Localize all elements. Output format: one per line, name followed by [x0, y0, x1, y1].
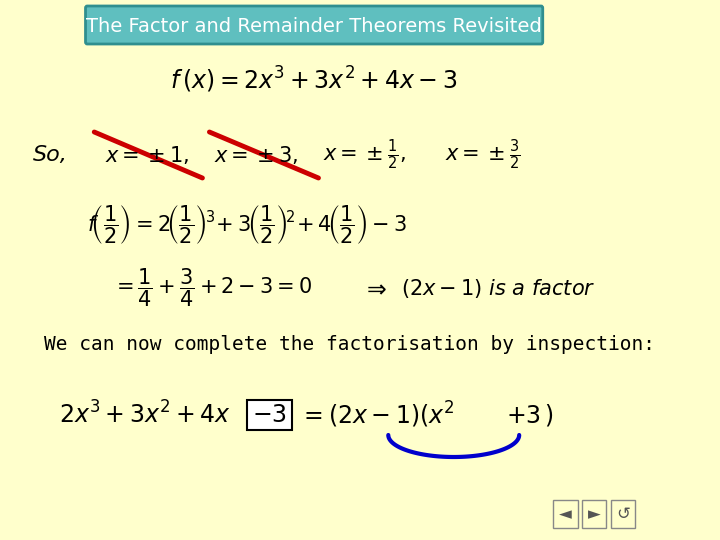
Text: ►: ►: [588, 505, 600, 523]
Text: $x = \pm \frac{1}{2},$: $x = \pm \frac{1}{2},$: [323, 138, 405, 172]
Text: We can now complete the factorisation by inspection:: We can now complete the factorisation by…: [44, 335, 654, 354]
Text: $x = \pm 1,$: $x = \pm 1,$: [104, 144, 189, 166]
Text: $x = \pm 3,$: $x = \pm 3,$: [214, 144, 298, 166]
Text: ◄: ◄: [559, 505, 572, 523]
FancyBboxPatch shape: [582, 500, 606, 528]
Text: $x = \pm \frac{3}{2}$: $x = \pm \frac{3}{2}$: [445, 138, 521, 172]
FancyBboxPatch shape: [247, 400, 292, 430]
Text: So,: So,: [33, 145, 68, 165]
Text: ↺: ↺: [616, 505, 630, 523]
Text: $f\!\left(\dfrac{1}{2}\right) = 2\!\left(\dfrac{1}{2}\right)^{\!3}\! + 3\!\left(: $f\!\left(\dfrac{1}{2}\right) = 2\!\left…: [87, 204, 408, 246]
Text: $= \dfrac{1}{4} + \dfrac{3}{4} + 2 - 3 = 0$: $= \dfrac{1}{4} + \dfrac{3}{4} + 2 - 3 =…: [112, 267, 312, 309]
Text: $\Rightarrow$: $\Rightarrow$: [362, 276, 387, 300]
Text: $-3$: $-3$: [252, 403, 287, 427]
Text: $2x^3 + 3x^2 + 4x$: $2x^3 + 3x^2 + 4x$: [59, 401, 231, 429]
FancyBboxPatch shape: [86, 6, 543, 44]
Text: The Factor and Remainder Theorems Revisited: The Factor and Remainder Theorems Revisi…: [86, 17, 542, 36]
Text: $= (2x-1)(x^2$: $= (2x-1)(x^2$: [300, 400, 455, 430]
Text: $(2x-1)$ is a factor: $(2x-1)$ is a factor: [401, 276, 596, 300]
Text: $+ 3\,)$: $+ 3\,)$: [506, 402, 554, 428]
FancyBboxPatch shape: [611, 500, 635, 528]
Text: $f\,(x) = 2x^3 + 3x^2 + 4x - 3$: $f\,(x) = 2x^3 + 3x^2 + 4x - 3$: [171, 65, 458, 95]
FancyBboxPatch shape: [553, 500, 577, 528]
